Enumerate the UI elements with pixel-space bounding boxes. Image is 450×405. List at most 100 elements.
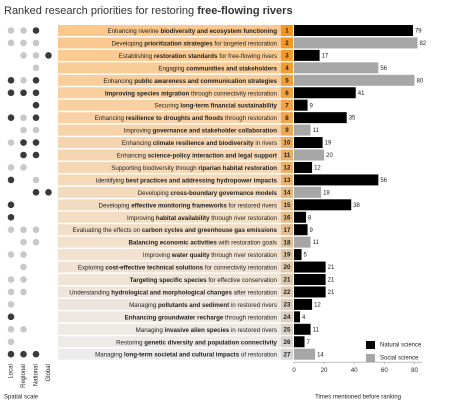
scale-dot bbox=[7, 89, 15, 97]
text-part: Enhancing bbox=[122, 140, 153, 147]
label-band bbox=[58, 199, 281, 211]
rank-box bbox=[281, 336, 293, 348]
rank: 27 bbox=[284, 351, 291, 358]
label-band bbox=[58, 99, 281, 111]
scale-dot bbox=[20, 52, 27, 59]
label-band bbox=[58, 174, 281, 186]
priority-label: Evaluating the effects on carbon cycles … bbox=[72, 227, 277, 234]
text-part: Developing bbox=[99, 202, 132, 209]
bar bbox=[294, 249, 302, 261]
rank: 17 bbox=[284, 227, 291, 234]
bar bbox=[294, 236, 311, 248]
text-part: for connectivity restoration bbox=[203, 264, 277, 271]
scale-dot bbox=[32, 64, 40, 72]
rank-box bbox=[281, 137, 293, 149]
x-tick-label: 0 bbox=[292, 368, 296, 374]
text-part: of restoration bbox=[239, 351, 277, 358]
text-part: Enhancing groundwater recharge bbox=[125, 314, 224, 321]
value-label: 35 bbox=[349, 116, 356, 122]
bar bbox=[294, 199, 352, 211]
value-label: 4 bbox=[302, 315, 306, 321]
bar bbox=[294, 74, 415, 86]
scale-dot bbox=[32, 126, 40, 134]
text-part: through restoration bbox=[223, 115, 277, 122]
value-label: 20 bbox=[326, 153, 333, 159]
value-label: 9 bbox=[310, 228, 314, 234]
scale-dot bbox=[32, 350, 40, 358]
value-label: 9 bbox=[310, 103, 314, 109]
text-part: Securing bbox=[154, 102, 180, 109]
value-label: 11 bbox=[313, 327, 320, 333]
text-part: for targeted restoration bbox=[213, 40, 278, 47]
rank: 3 bbox=[285, 53, 289, 60]
rank: 23 bbox=[284, 302, 291, 309]
text-part: genetic diversity and population connect… bbox=[144, 339, 277, 346]
bar bbox=[294, 137, 323, 149]
text-part: Engaging bbox=[158, 65, 186, 72]
text-part: governance and stakeholder collaboration bbox=[153, 127, 278, 134]
scale-dot bbox=[20, 77, 27, 84]
scale-dot bbox=[32, 101, 40, 109]
scale-dot bbox=[20, 164, 27, 171]
text-part: Targeting specific species bbox=[130, 277, 207, 284]
rank-box bbox=[281, 25, 293, 36]
text-part: climate resilience and biodiversity bbox=[153, 140, 254, 147]
rank-box bbox=[281, 186, 293, 198]
text-part: Developing bbox=[138, 189, 171, 196]
rank-box bbox=[281, 274, 293, 285]
bar bbox=[294, 112, 347, 124]
label-band bbox=[58, 161, 281, 173]
bar bbox=[294, 323, 311, 335]
rank: 9 bbox=[285, 127, 289, 134]
priority-label: Engaging communities and stakeholders bbox=[158, 65, 277, 72]
label-band bbox=[58, 124, 281, 136]
label-band bbox=[58, 249, 281, 261]
scale-dot bbox=[32, 189, 40, 196]
label-band bbox=[58, 311, 281, 323]
rank-box bbox=[281, 149, 293, 161]
scale-dot bbox=[32, 52, 40, 59]
text-part: restoration standards bbox=[154, 53, 218, 60]
text-part: with restoration goals bbox=[217, 239, 277, 246]
scale-dot bbox=[7, 251, 15, 258]
scale-label: Global bbox=[46, 364, 52, 381]
legend-swatch bbox=[366, 341, 375, 349]
scale-dot bbox=[20, 350, 27, 358]
rank: 26 bbox=[284, 339, 291, 346]
label-band bbox=[58, 87, 281, 99]
bar bbox=[294, 186, 322, 198]
text-part: water quality bbox=[171, 252, 210, 259]
text-part: Balancing economic activities bbox=[128, 239, 217, 246]
rank: 7 bbox=[285, 102, 289, 109]
bar bbox=[294, 311, 301, 323]
bar bbox=[294, 336, 305, 348]
rank-box bbox=[281, 161, 293, 173]
bar bbox=[294, 211, 307, 223]
value-label: 38 bbox=[353, 203, 360, 209]
bar bbox=[294, 161, 313, 173]
label-band bbox=[58, 112, 281, 124]
text-part: Identifying bbox=[96, 177, 126, 184]
text-part: Enhancing bbox=[103, 77, 134, 84]
text-part: Enhancing bbox=[117, 152, 148, 159]
text-part: habitat availability bbox=[156, 214, 210, 221]
rank-box bbox=[281, 174, 293, 186]
label-band bbox=[58, 261, 281, 273]
value-label: 11 bbox=[313, 128, 320, 134]
rank: 12 bbox=[284, 165, 291, 172]
rank-box bbox=[281, 74, 293, 86]
scale-dot bbox=[32, 27, 40, 34]
rank: 16 bbox=[284, 214, 291, 221]
rank: 6 bbox=[285, 90, 289, 97]
priority-label: Enhancing science-policy interaction and… bbox=[117, 152, 277, 159]
bar bbox=[294, 149, 325, 161]
legend-label: Social science bbox=[380, 356, 419, 362]
scale-dot bbox=[20, 114, 27, 121]
text-part: Establishing bbox=[119, 53, 154, 60]
scale-dot bbox=[32, 238, 40, 246]
text-part: resilience to droughts and floods bbox=[126, 115, 224, 122]
text-part: Restoring bbox=[116, 339, 144, 346]
scale-dot bbox=[32, 226, 40, 233]
text-part: for free-flowing rivers bbox=[218, 53, 278, 60]
rank-box bbox=[281, 62, 293, 74]
